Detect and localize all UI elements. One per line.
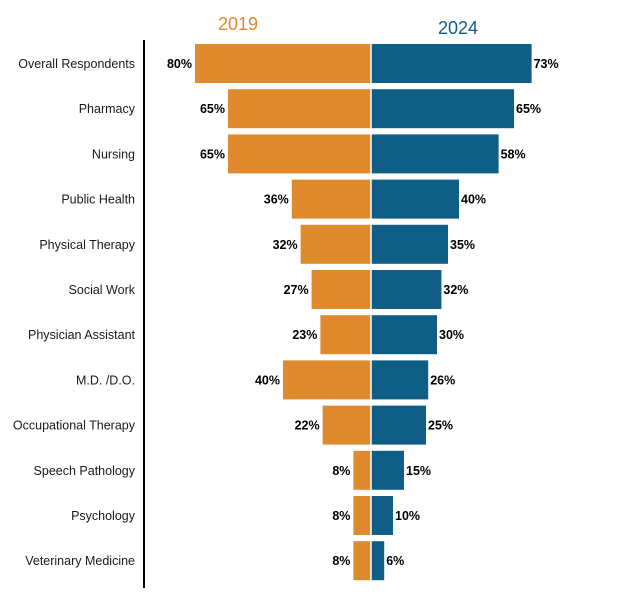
bar-2019-m-d-d-o: [283, 360, 371, 400]
value-label-2024-public-health: 40%: [461, 193, 486, 207]
bar-2024-physician-assistant: [371, 315, 437, 355]
category-label-speech-pathology: Speech Pathology: [34, 464, 136, 478]
category-label-physician-assistant: Physician Assistant: [28, 328, 136, 342]
value-label-2019-social-work: 27%: [284, 283, 309, 297]
value-label-2019-veterinary-medicine: 8%: [332, 554, 350, 568]
bar-2024-social-work: [371, 270, 442, 309]
bar-2024-public-health: [371, 179, 459, 219]
category-label-nursing: Nursing: [92, 147, 135, 161]
bar-2024-pharmacy: [371, 89, 514, 129]
bar-2019-speech-pathology: [353, 450, 371, 490]
bar-2019-physician-assistant: [320, 315, 371, 355]
bar-2024-physical-therapy: [371, 224, 448, 264]
value-label-2024-occupational-therapy: 25%: [428, 419, 453, 433]
bar-2019-occupational-therapy: [322, 405, 371, 445]
bar-2019-nursing: [228, 134, 371, 174]
value-label-2024-physical-therapy: 35%: [450, 238, 475, 252]
bar-2019-pharmacy: [228, 89, 371, 129]
bars-layer: [195, 44, 532, 581]
legend-label-2019: 2019: [218, 14, 258, 34]
value-label-2019-occupational-therapy: 22%: [295, 419, 320, 433]
bar-2024-psychology: [371, 496, 393, 535]
bar-2019-overall-respondents: [195, 44, 371, 83]
bar-2024-overall-respondents: [371, 44, 532, 83]
value-label-2024-social-work: 32%: [443, 283, 468, 297]
category-label-social-work: Social Work: [69, 283, 136, 297]
value-label-2019-psychology: 8%: [332, 509, 350, 523]
category-label-m-d-d-o: M.D. /D.O.: [76, 373, 135, 387]
value-label-2019-nursing: 65%: [200, 147, 225, 161]
value-label-2019-pharmacy: 65%: [200, 102, 225, 116]
bar-2019-social-work: [311, 270, 371, 309]
legend-label-2024: 2024: [438, 18, 478, 38]
category-label-psychology: Psychology: [71, 509, 136, 523]
category-label-veterinary-medicine: Veterinary Medicine: [25, 554, 135, 568]
category-label-public-health: Public Health: [61, 193, 135, 207]
bar-2024-m-d-d-o: [371, 360, 429, 400]
value-label-2019-m-d-d-o: 40%: [255, 373, 280, 387]
value-label-2019-speech-pathology: 8%: [332, 464, 350, 478]
bar-2019-psychology: [353, 496, 371, 535]
category-label-pharmacy: Pharmacy: [79, 102, 136, 116]
category-label-occupational-therapy: Occupational Therapy: [13, 419, 136, 433]
value-label-2024-nursing: 58%: [501, 147, 526, 161]
value-label-2024-veterinary-medicine: 6%: [386, 554, 404, 568]
bar-2024-speech-pathology: [371, 450, 404, 490]
bar-2019-public-health: [291, 179, 371, 219]
bar-2019-physical-therapy: [300, 224, 371, 264]
value-label-2024-speech-pathology: 15%: [406, 464, 431, 478]
bar-2024-nursing: [371, 134, 499, 174]
labels-layer: Overall Respondents 80% 73% Pharmacy 65% 65% N…: [13, 57, 559, 568]
value-label-2024-overall-respondents: 73%: [534, 57, 559, 71]
bar-2024-occupational-therapy: [371, 405, 426, 445]
bar-2024-veterinary-medicine: [371, 541, 385, 581]
value-label-2024-pharmacy: 65%: [516, 102, 541, 116]
value-label-2024-m-d-d-o: 26%: [430, 373, 455, 387]
value-label-2019-physical-therapy: 32%: [273, 238, 298, 252]
bar-2019-veterinary-medicine: [353, 541, 371, 581]
category-label-physical-therapy: Physical Therapy: [39, 238, 135, 252]
value-label-2019-public-health: 36%: [264, 193, 289, 207]
category-label-overall-respondents: Overall Respondents: [18, 57, 135, 71]
value-label-2019-overall-respondents: 80%: [167, 57, 192, 71]
value-label-2024-physician-assistant: 30%: [439, 328, 464, 342]
value-label-2024-psychology: 10%: [395, 509, 420, 523]
value-label-2019-physician-assistant: 23%: [292, 328, 317, 342]
